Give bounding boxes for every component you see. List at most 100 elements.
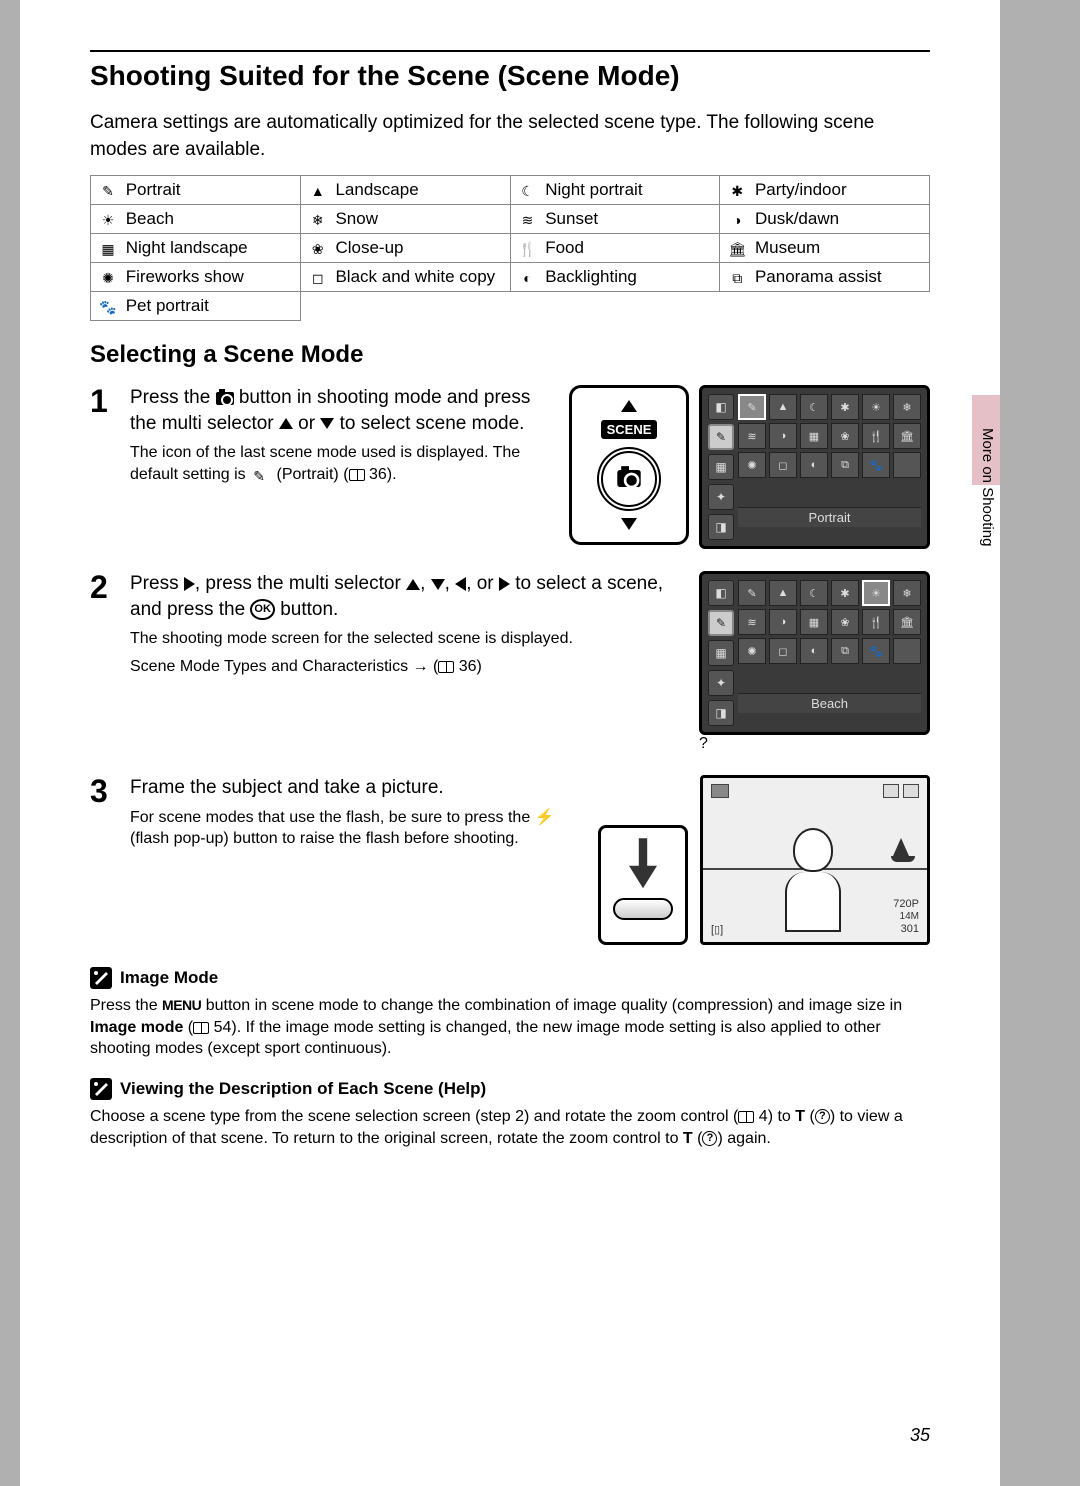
lcd-cell: 🏛 [893,423,921,449]
manual-ref-icon [438,661,454,673]
right-arrow-icon [499,577,510,591]
up-arrow-icon [279,418,293,429]
note-body: Press the MENU button in scene mode to c… [90,995,930,1060]
step-number: 2 [90,571,130,753]
portrait-icon: ✎ [250,467,268,483]
step1-illustration: SCENE ◧✎▦✦◨ ✎▲☾✱☀❄≋◑▦❀🍴🏛✺◻◐⧉🐾 [569,385,930,549]
scene-label: Portrait [121,180,181,199]
lcd-caption: Portrait [738,507,921,527]
section-heading: Selecting a Scene Mode [90,341,930,369]
scene-cell [510,292,720,321]
lcd-cell: ≋ [738,423,766,449]
lcd-caption: Beach [738,693,921,713]
side-tab-label: More on Shooting [975,420,1000,606]
lcd-cell: ✱ [831,394,859,420]
scene-cell: ◐ Backlighting [510,263,720,292]
scene-icon: ☾ [519,183,537,199]
scene-cell: ☾ Night portrait [510,176,720,205]
scene-label: Night portrait [541,180,643,199]
step2-title: Press , press the multi selector , , , o… [130,571,685,622]
lcd-cell: ⧉ [831,638,859,664]
scene-label: Backlighting [541,267,637,286]
scene-cell: ≋ Sunset [510,205,720,234]
lcd-cell: ☾ [800,580,828,606]
scene-cell: ❄ Snow [300,205,510,234]
frame-bottom-right: 720P 14M 301 [893,898,919,936]
lcd-cell: ◑ [769,423,797,449]
scene-cell: ✱ Party/indoor [720,176,930,205]
lcd-cell: 🍴 [862,609,890,635]
down-arrow-icon [621,518,637,530]
dial-circle [597,447,661,511]
scene-cell: 🐾 Pet portrait [91,292,301,321]
scene-icon: ❀ [309,241,327,257]
camera-icon [216,392,234,405]
table-row: ▦ Night landscape❀ Close-up🍴 Food🏛 Museu… [91,234,930,263]
step-3: 3 Frame the subject and take a picture. … [90,775,930,945]
lcd-cell: ☾ [800,394,828,420]
lcd-cell: 🍴 [862,423,890,449]
top-right-indicators [883,784,919,798]
lcd-cell: ✺ [738,452,766,478]
title-rule [90,50,930,52]
lcd-cell: ❄ [893,394,921,420]
lcd-cell: ✺ [738,638,766,664]
scene-label: Sunset [541,209,599,228]
right-arrow-icon [184,577,195,591]
scene-icon: 🏛 [728,241,746,257]
mode-indicator-icon [711,784,729,798]
scene-label: Food [541,238,584,257]
lcd-cell: ⧉ [831,452,859,478]
mode-dial-diagram: SCENE [569,385,689,545]
note-title: Viewing the Description of Each Scene (H… [120,1079,486,1099]
scene-label: Party/indoor [750,180,846,199]
up-arrow-icon [406,579,420,590]
step-number: 3 [90,775,130,945]
scene-mode-table: ✎ Portrait▲ Landscape☾ Night portrait✱ P… [90,175,930,321]
flash-icon: ⚡ [535,807,555,829]
lcd-cell: ▲ [769,580,797,606]
note-badge-icon [90,967,112,989]
scene-label: Landscape [331,180,419,199]
table-row: ☀ Beach❄ Snow≋ Sunset◑ Dusk/dawn [91,205,930,234]
scene-cell: ✎ Portrait [91,176,301,205]
scene-label: Night landscape [121,238,248,257]
lcd-cell: 🏛 [893,609,921,635]
lcd-sidebar: ◧✎▦✦◨ [708,394,734,540]
lcd-cell: ◐ [800,452,828,478]
scene-label: Museum [750,238,820,257]
scene-icon: ◻ [309,270,327,286]
table-row: 🐾 Pet portrait [91,292,930,321]
scene-label: Dusk/dawn [750,209,839,228]
table-row: ✺ Fireworks show◻ Black and white copy◐ … [91,263,930,292]
lcd-cell: 🐾 [862,452,890,478]
note-title: Image Mode [120,968,218,988]
page-number: 35 [910,1425,930,1446]
help-icon: ? [699,735,930,753]
scene-cell: ⧉ Panorama assist [720,263,930,292]
step2-desc2: Scene Mode Types and Characteristics → (… [130,656,685,678]
lcd-cell: ✎ [738,394,766,420]
boat-hull [891,856,915,862]
left-arrow-icon [455,577,466,591]
shutter-button-shape [613,898,673,920]
scene-icon: ❄ [309,212,327,228]
step3-desc: For scene modes that use the flash, be s… [130,807,584,850]
ok-button-icon: OK [250,599,275,620]
scene-icon: ◑ [728,212,746,228]
scene-cell: ▲ Landscape [300,176,510,205]
scene-icon: ≋ [519,212,537,228]
step-2: 2 Press , press the multi selector , , ,… [90,571,930,753]
step2-desc1: The shooting mode screen for the selecte… [130,628,685,650]
manual-ref-icon [349,469,365,481]
page-title: Shooting Suited for the Scene (Scene Mod… [90,60,930,92]
scene-icon: 🍴 [519,241,537,257]
table-row: ✎ Portrait▲ Landscape☾ Night portrait✱ P… [91,176,930,205]
scene-cell: ✺ Fireworks show [91,263,301,292]
lcd-cell: ☀ [862,580,890,606]
scene-label: Pet portrait [121,296,209,315]
lcd-cell: ◻ [769,638,797,664]
scene-icon: ▲ [309,183,327,199]
manual-ref-icon [738,1111,754,1123]
scene-icon: ✎ [99,183,117,199]
